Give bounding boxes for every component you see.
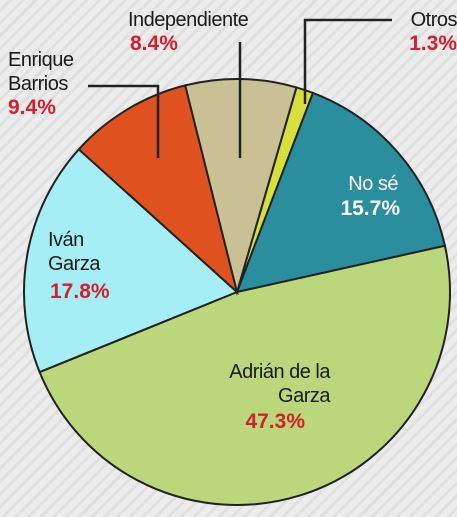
leader-line bbox=[303, 18, 392, 104]
pie-slice bbox=[38, 244, 451, 506]
slice-label: Enrique Barrios bbox=[8, 49, 74, 95]
pie-slice bbox=[235, 91, 447, 294]
value-label: 8.4% bbox=[130, 32, 178, 55]
value-label: 17.8% bbox=[50, 280, 110, 303]
slice-label: No sé bbox=[348, 173, 398, 195]
value-label: 1.3% bbox=[409, 32, 457, 55]
value-label: 47.3% bbox=[245, 410, 305, 433]
pie-slice bbox=[23, 147, 239, 374]
leader-line bbox=[88, 84, 160, 158]
value-label: 9.4% bbox=[8, 96, 56, 119]
slice-label: Otros bbox=[410, 9, 457, 31]
slice-label: Adrián de la Garza bbox=[229, 361, 330, 407]
value-label: 15.7% bbox=[340, 197, 400, 220]
slice-label: Iván Garza bbox=[48, 229, 100, 275]
slice-label: Independiente bbox=[128, 9, 249, 31]
